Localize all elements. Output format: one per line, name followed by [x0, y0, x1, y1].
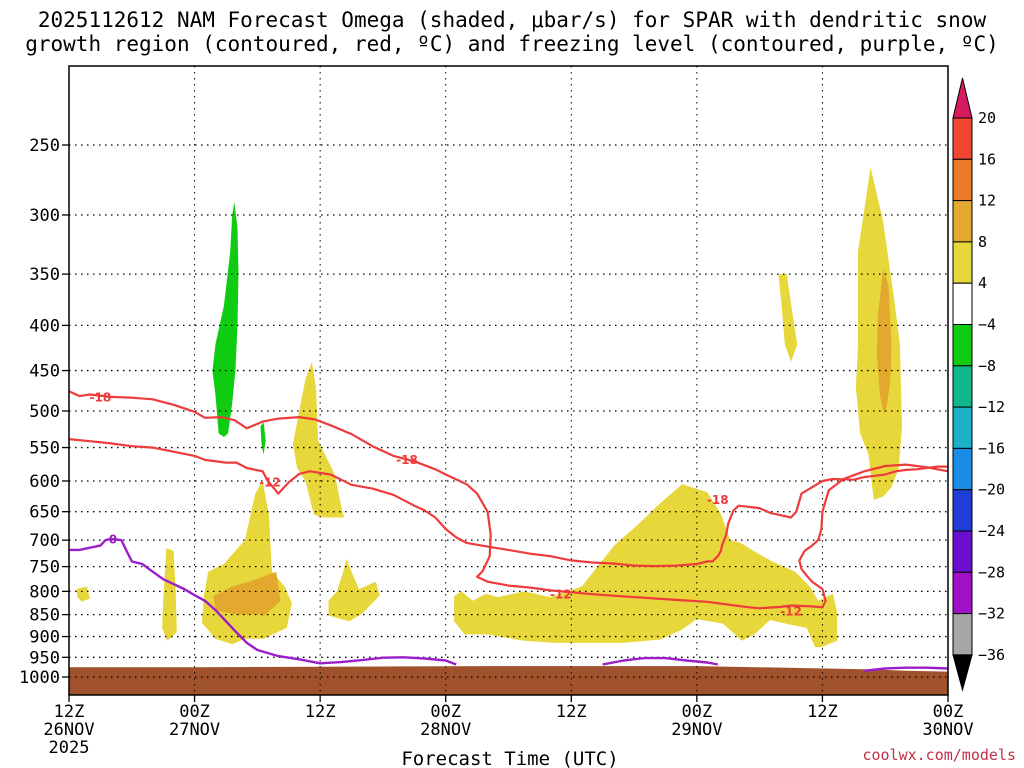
- x-tick-label-12-2: 27NOV: [169, 720, 220, 740]
- dgz-label-1: -18: [396, 453, 418, 467]
- x-tick-label-48-1: 12Z: [556, 702, 587, 722]
- y-tick-label-250: 250: [29, 136, 60, 156]
- freezing-level-contour: [69, 537, 457, 666]
- colorbar-label-13: −36: [978, 646, 1005, 664]
- colorbar-label-5: −4: [978, 316, 996, 334]
- x-tick-label-0-2: 26NOV: [43, 720, 94, 740]
- x-tick-label-36-1: 00Z: [430, 702, 461, 722]
- y-tick-label-750: 750: [29, 558, 60, 578]
- omega-region-10: [212, 202, 239, 437]
- y-tick-label-850: 850: [29, 606, 60, 626]
- omega-region-8: [213, 571, 281, 615]
- colorbar-label-9: −20: [978, 481, 1005, 499]
- chart-title-line-1: 2025112612 NAM Forecast Omega (shaded, μ…: [38, 8, 987, 32]
- colorbar-band-9: [952, 489, 973, 532]
- colorbar-band-8: [952, 447, 973, 491]
- colorbar-band-6: [952, 365, 973, 408]
- y-tick-label-650: 650: [29, 503, 60, 523]
- x-tick-label-0-3: 2025: [49, 738, 90, 758]
- colorbar-band-2: [952, 200, 973, 243]
- x-tick-label-24-1: 12Z: [305, 702, 336, 722]
- credit-text: coolwx.com/models: [862, 746, 1016, 764]
- colorbar-label-11: −28: [978, 563, 1005, 581]
- colorbar-band-3: [952, 241, 973, 284]
- colorbar-label-7: −12: [978, 398, 1005, 416]
- x-tick-label-12-1: 00Z: [179, 702, 210, 722]
- colorbar-band-10: [952, 530, 973, 573]
- dgz-label-3: -12: [259, 476, 281, 490]
- omega-shading-layer: [76, 167, 902, 648]
- x-tick-label-0-1: 12Z: [54, 702, 85, 722]
- colorbar-band-12: [952, 613, 973, 656]
- colorbar-band-0: [952, 117, 973, 160]
- colorbar-band-11: [952, 571, 973, 615]
- dgz-contour--12: [68, 438, 948, 568]
- x-tick-label-36-2: 28NOV: [420, 720, 471, 740]
- dgz-label-0: -18: [90, 390, 112, 404]
- colorbar-label-12: −32: [978, 605, 1005, 623]
- omega-region-0: [76, 586, 90, 602]
- colorbar-label-0: 20: [978, 109, 996, 127]
- y-tick-label-950: 950: [29, 648, 60, 668]
- y-tick-label-600: 600: [29, 472, 60, 492]
- y-tick-label-1000: 1000: [19, 668, 60, 688]
- dgz-label-2: -18: [707, 493, 729, 507]
- omega-region-11: [260, 422, 266, 455]
- colorbar-label-2: 12: [978, 192, 996, 210]
- y-tick-label-900: 900: [29, 628, 60, 648]
- colorbar-label-6: −8: [978, 357, 996, 375]
- plot-frame: [68, 65, 949, 696]
- y-tick-label-550: 550: [29, 439, 60, 459]
- y-axis: 2503003504004505005506006507007508008509…: [19, 136, 69, 688]
- y-tick-label-500: 500: [29, 402, 60, 422]
- omega-region-3: [292, 361, 345, 518]
- colorbar-band-7: [952, 406, 973, 449]
- dgz-contour--18: [68, 390, 949, 610]
- freezing-level-segment-0: [602, 656, 719, 666]
- x-axis-label: Forecast Time (UTC): [401, 748, 618, 768]
- colorbar-bottom-arrow: [952, 654, 973, 692]
- y-tick-label-450: 450: [29, 362, 60, 382]
- colorbar-label-10: −24: [978, 522, 1005, 540]
- y-tick-label-800: 800: [29, 582, 60, 602]
- y-tick-label-300: 300: [29, 206, 60, 226]
- y-tick-label-400: 400: [29, 316, 60, 336]
- chart-title-line-2: growth region (contoured, red, ºC) and f…: [25, 32, 999, 56]
- x-tick-label-72-1: 12Z: [807, 702, 838, 722]
- x-tick-label-60-1: 00Z: [681, 702, 712, 722]
- y-tick-label-350: 350: [29, 265, 60, 285]
- dgz-label-4: -12: [550, 588, 572, 602]
- terrain-layer: [69, 666, 948, 695]
- colorbar-label-4: 4: [978, 274, 987, 292]
- terrain-fill: [69, 666, 948, 695]
- colorbar: 20 16 12 8 4 −4 −8 −12 −16 −20 −24 −28 −32 −36: [952, 77, 1005, 692]
- colorbar-band-5: [952, 324, 973, 367]
- colorbar-band-4: [952, 282, 973, 326]
- contour-layer: [68, 390, 949, 672]
- freezing-level-label: 0: [109, 533, 117, 547]
- freezing-level-segment-1: [864, 666, 949, 672]
- colorbar-top-arrow: [952, 77, 973, 119]
- colorbar-label-1: 16: [978, 150, 996, 168]
- colorbar-label-3: 8: [978, 233, 987, 251]
- colorbar-label-8: −16: [978, 439, 1005, 457]
- omega-region-9: [876, 268, 892, 415]
- omega-region-4: [328, 558, 380, 622]
- omega-region-2: [201, 481, 292, 645]
- x-tick-label-84-2: 30NOV: [922, 720, 973, 740]
- omega-region-1: [162, 548, 177, 641]
- x-tick-label-84-1: 00Z: [933, 702, 964, 722]
- x-tick-label-60-2: 29NOV: [671, 720, 722, 740]
- omega-region-6: [778, 274, 798, 362]
- colorbar-band-1: [952, 158, 973, 202]
- contour-label-layer: -18 -18 -18 -12 -12 -12 0: [90, 390, 802, 619]
- dgz-label-5: -12: [780, 605, 802, 619]
- y-tick-label-700: 700: [29, 531, 60, 551]
